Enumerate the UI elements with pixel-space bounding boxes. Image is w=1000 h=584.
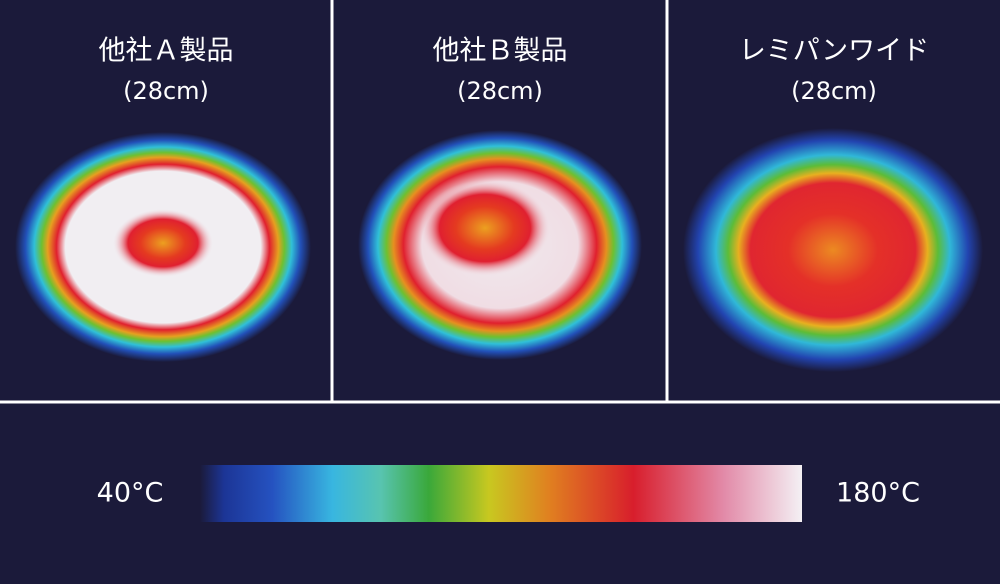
hotspot-b <box>420 180 550 276</box>
heatmap-c <box>683 128 983 372</box>
panel-subtitle: (28cm) <box>123 77 209 105</box>
color-scale <box>200 465 802 522</box>
panel-title: レミパンワイド <box>739 36 929 67</box>
scale-min-label: 40°C <box>97 478 164 509</box>
panel-title: 他社Ｂ製品 <box>433 36 568 67</box>
panel-title: 他社Ａ製品 <box>99 36 234 67</box>
scale-max-label: 180°C <box>836 478 920 509</box>
hotspot-a <box>113 209 213 277</box>
panel-subtitle: (28cm) <box>457 77 543 105</box>
panel-subtitle: (28cm) <box>791 77 877 105</box>
